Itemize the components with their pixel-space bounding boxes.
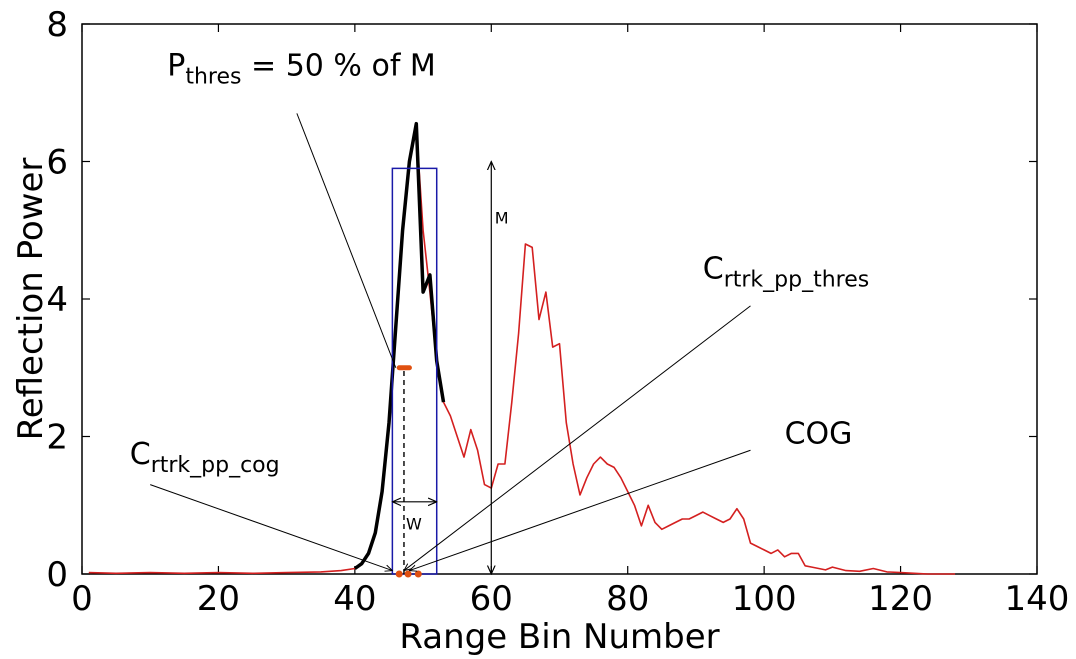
- x-tick-label: 60: [470, 579, 513, 619]
- plot-frame: [81, 23, 1038, 575]
- y-tick-label: 6: [46, 143, 68, 183]
- c-cog-sub: rtrk_pp_cog: [151, 453, 280, 478]
- cog-label: COG: [785, 416, 853, 451]
- w-label: W: [406, 514, 422, 533]
- c-thres-main: C: [703, 251, 724, 286]
- x-tick-label: 20: [197, 579, 240, 619]
- y-tick-label: 8: [46, 5, 68, 45]
- c-cog-main: C: [130, 437, 151, 472]
- waveform-series-line: [88, 126, 956, 575]
- c-thres-sub: rtrk_pp_thres: [724, 267, 870, 292]
- axes: [81, 23, 1038, 575]
- x-tick-label: 80: [606, 579, 649, 619]
- y-tick-label: 4: [46, 280, 68, 320]
- x-tick-label: 40: [333, 579, 376, 619]
- centroid-marker: [395, 570, 403, 578]
- c-thres-label: Crtrk_pp_thres: [703, 251, 869, 292]
- y-tick-label: 2: [46, 418, 68, 458]
- p-thres-rest: = 50 % of M: [242, 49, 436, 84]
- p-thres-sub: thres: [185, 65, 241, 90]
- x-tick-label: 0: [71, 579, 93, 619]
- annotation-overlays: Pthres = 50 % of M M W Crtrk_pp_thres COG Crt…: [130, 49, 869, 578]
- x-axis-label: Range Bin Number: [399, 617, 719, 657]
- window-box: [391, 167, 438, 575]
- y-tick-label: 0: [46, 555, 68, 595]
- centroid-marker: [404, 570, 412, 578]
- y-axis-label: Reflection Power: [11, 158, 51, 441]
- p-thres-leader-line: [296, 113, 397, 368]
- c-cog-label: Crtrk_pp_cog: [130, 437, 280, 478]
- p-thres-label: Pthres = 50 % of M: [167, 49, 436, 90]
- p-thres-main: P: [167, 49, 185, 84]
- leading-edge-series-line: [353, 121, 446, 570]
- c-cog-leader-arrow: [150, 484, 392, 571]
- centroid-marker: [414, 570, 422, 578]
- m-label: M: [495, 208, 509, 227]
- cog-leader-arrow: [409, 449, 751, 570]
- series-lines: [88, 121, 956, 575]
- x-tick-label: 140: [1005, 579, 1070, 619]
- x-tick-label: 120: [868, 579, 933, 619]
- x-tick-label: 100: [732, 579, 797, 619]
- c-thres-leader-arrow: [404, 305, 751, 571]
- tick-labels: 0 20 40 60 80 100 120 140 0 2 4 6 8: [46, 5, 1069, 619]
